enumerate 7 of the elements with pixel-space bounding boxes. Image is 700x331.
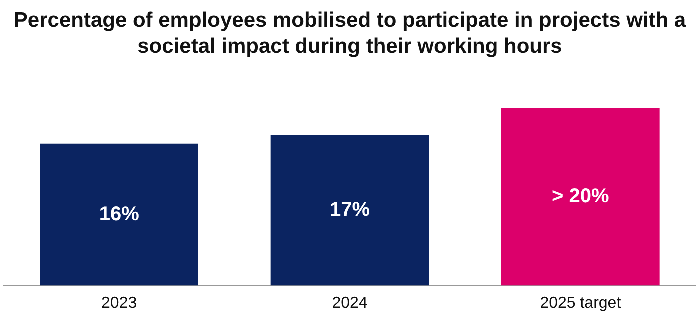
- data-label: > 20%: [552, 186, 610, 208]
- data-label: 16%: [99, 203, 140, 226]
- x-tick-label: 2024: [332, 294, 368, 312]
- data-label: 17%: [330, 198, 370, 221]
- x-tick-label: 2023: [102, 294, 138, 312]
- chart-title: Percentage of employees mobilised to participate in projects with a societal impact during their working hours: [12, 8, 688, 60]
- x-tick-label: 2025 target: [540, 294, 622, 312]
